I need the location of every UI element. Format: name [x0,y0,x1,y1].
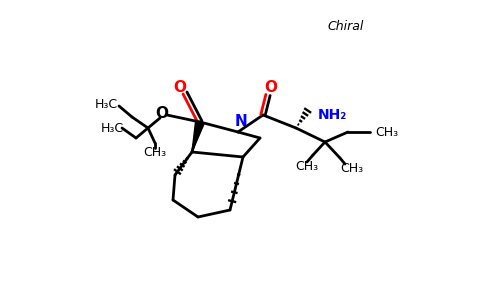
Text: Chiral: Chiral [328,20,364,34]
Text: O: O [155,106,168,121]
Text: H₃C: H₃C [94,98,118,112]
Text: O: O [264,80,277,95]
Text: CH₃: CH₃ [340,163,363,176]
Text: CH₃: CH₃ [375,125,398,139]
Text: CH₃: CH₃ [295,160,318,173]
Text: O: O [173,80,186,94]
Text: CH₃: CH₃ [143,146,166,160]
Text: N: N [235,115,247,130]
Polygon shape [192,121,204,152]
Text: NH₂: NH₂ [318,108,347,122]
Text: H₃C: H₃C [101,122,123,134]
